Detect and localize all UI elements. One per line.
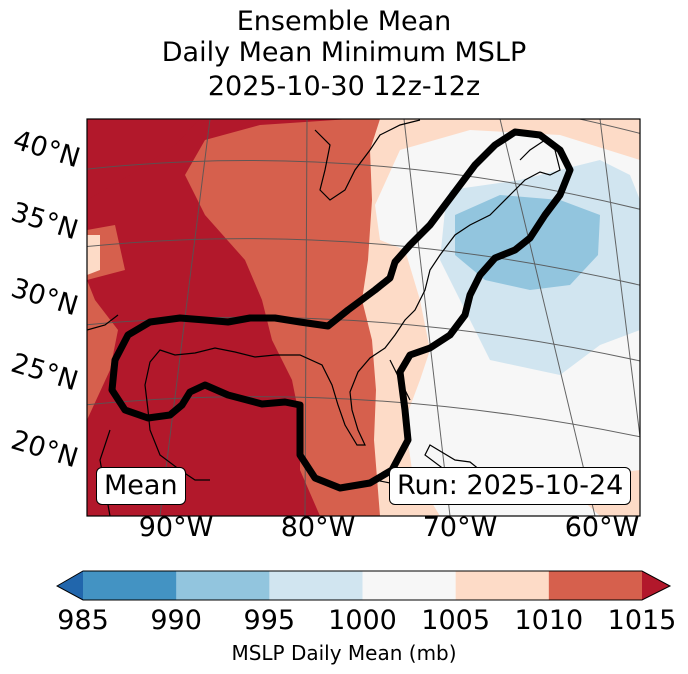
lon-label-60w: 60°W: [564, 512, 640, 543]
colorbar-outline: [55, 570, 672, 601]
colorbar-tick-label: 995: [243, 605, 296, 636]
colorbar-cell: [362, 571, 457, 600]
colorbar-label: MSLP Daily Mean (mb): [231, 641, 457, 665]
lon-label-80w: 80°W: [280, 512, 356, 543]
colorbar-cell: [83, 571, 177, 600]
storm-track-contour: [108, 128, 574, 492]
colorbar-tick-label: 1005: [421, 605, 491, 636]
title-line-1: Ensemble Mean: [236, 6, 452, 37]
colorbar-tick-label: 985: [57, 605, 109, 636]
map-frame: [86, 118, 641, 517]
graticule: [87, 119, 640, 516]
colorbar-cell: [455, 571, 550, 600]
colorbar-tick-label: 1010: [514, 605, 584, 636]
colorbar-cell: [548, 571, 643, 600]
colorbar-tick-label: 990: [150, 605, 202, 636]
colorbar-tick-label: 1000: [328, 605, 397, 636]
mean-badge: Mean: [96, 467, 186, 505]
colorbar-tick-label: 1015: [607, 605, 677, 636]
title-line-3: 2025-10-30 12z-12z: [207, 71, 481, 102]
lon-label-90w: 90°W: [138, 512, 214, 543]
lon-label-70w: 70°W: [422, 512, 498, 543]
colorbar-extend-low: [57, 571, 83, 600]
colorbar-cell: [269, 571, 363, 600]
run-date-badge: Run: 2025-10-24: [389, 467, 632, 505]
title-line-2: Daily Mean Minimum MSLP: [161, 37, 527, 68]
colorbar-extend-high: [642, 571, 670, 600]
colorbar-cell: [176, 571, 270, 600]
